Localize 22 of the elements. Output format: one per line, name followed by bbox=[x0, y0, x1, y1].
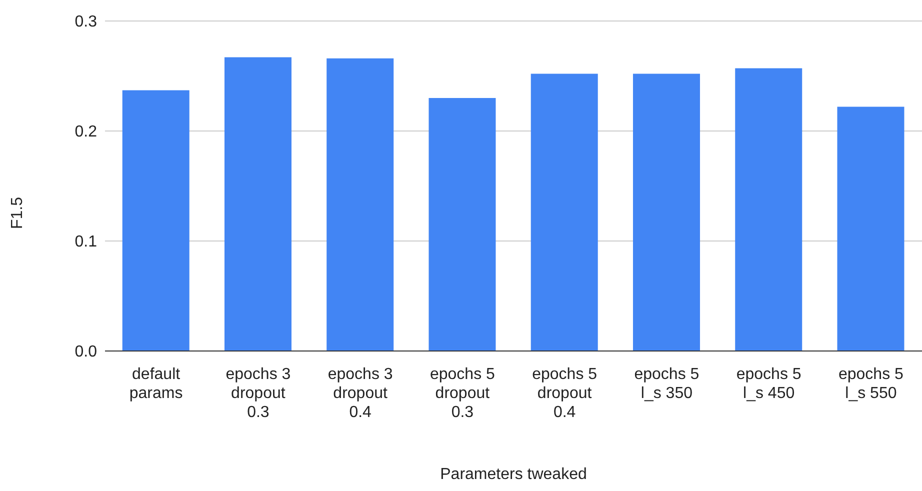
bar bbox=[530, 74, 598, 351]
y-tick-label: 0.0 bbox=[74, 344, 98, 361]
x-tick-label: epochs 5 dropout 0.3 bbox=[430, 366, 496, 421]
x-axis-title: Parameters tweaked bbox=[439, 466, 588, 484]
bar bbox=[224, 57, 292, 351]
x-tick-label: default params bbox=[129, 366, 183, 402]
x-tick-label: epochs 5 l_s 450 bbox=[736, 366, 802, 402]
x-tick-label: epochs 5 l_s 550 bbox=[838, 366, 904, 402]
x-tick-label: epochs 3 dropout 0.3 bbox=[226, 366, 291, 421]
bar bbox=[428, 98, 496, 351]
y-tick-label: 0.1 bbox=[74, 234, 98, 251]
y-tick-label: 0.3 bbox=[74, 14, 98, 31]
bar bbox=[837, 106, 904, 351]
y-tick-label: 0.2 bbox=[74, 124, 98, 141]
bar bbox=[632, 74, 700, 351]
y-axis-title: F1.5 bbox=[9, 196, 27, 230]
x-tick-label: epochs 3 dropout 0.4 bbox=[328, 366, 393, 421]
x-tick-label: epochs 5 l_s 350 bbox=[634, 366, 700, 402]
bar bbox=[122, 90, 190, 351]
bar bbox=[326, 58, 394, 351]
x-tick-label: epochs 5 dropout 0.4 bbox=[532, 366, 598, 421]
bar bbox=[735, 68, 802, 351]
